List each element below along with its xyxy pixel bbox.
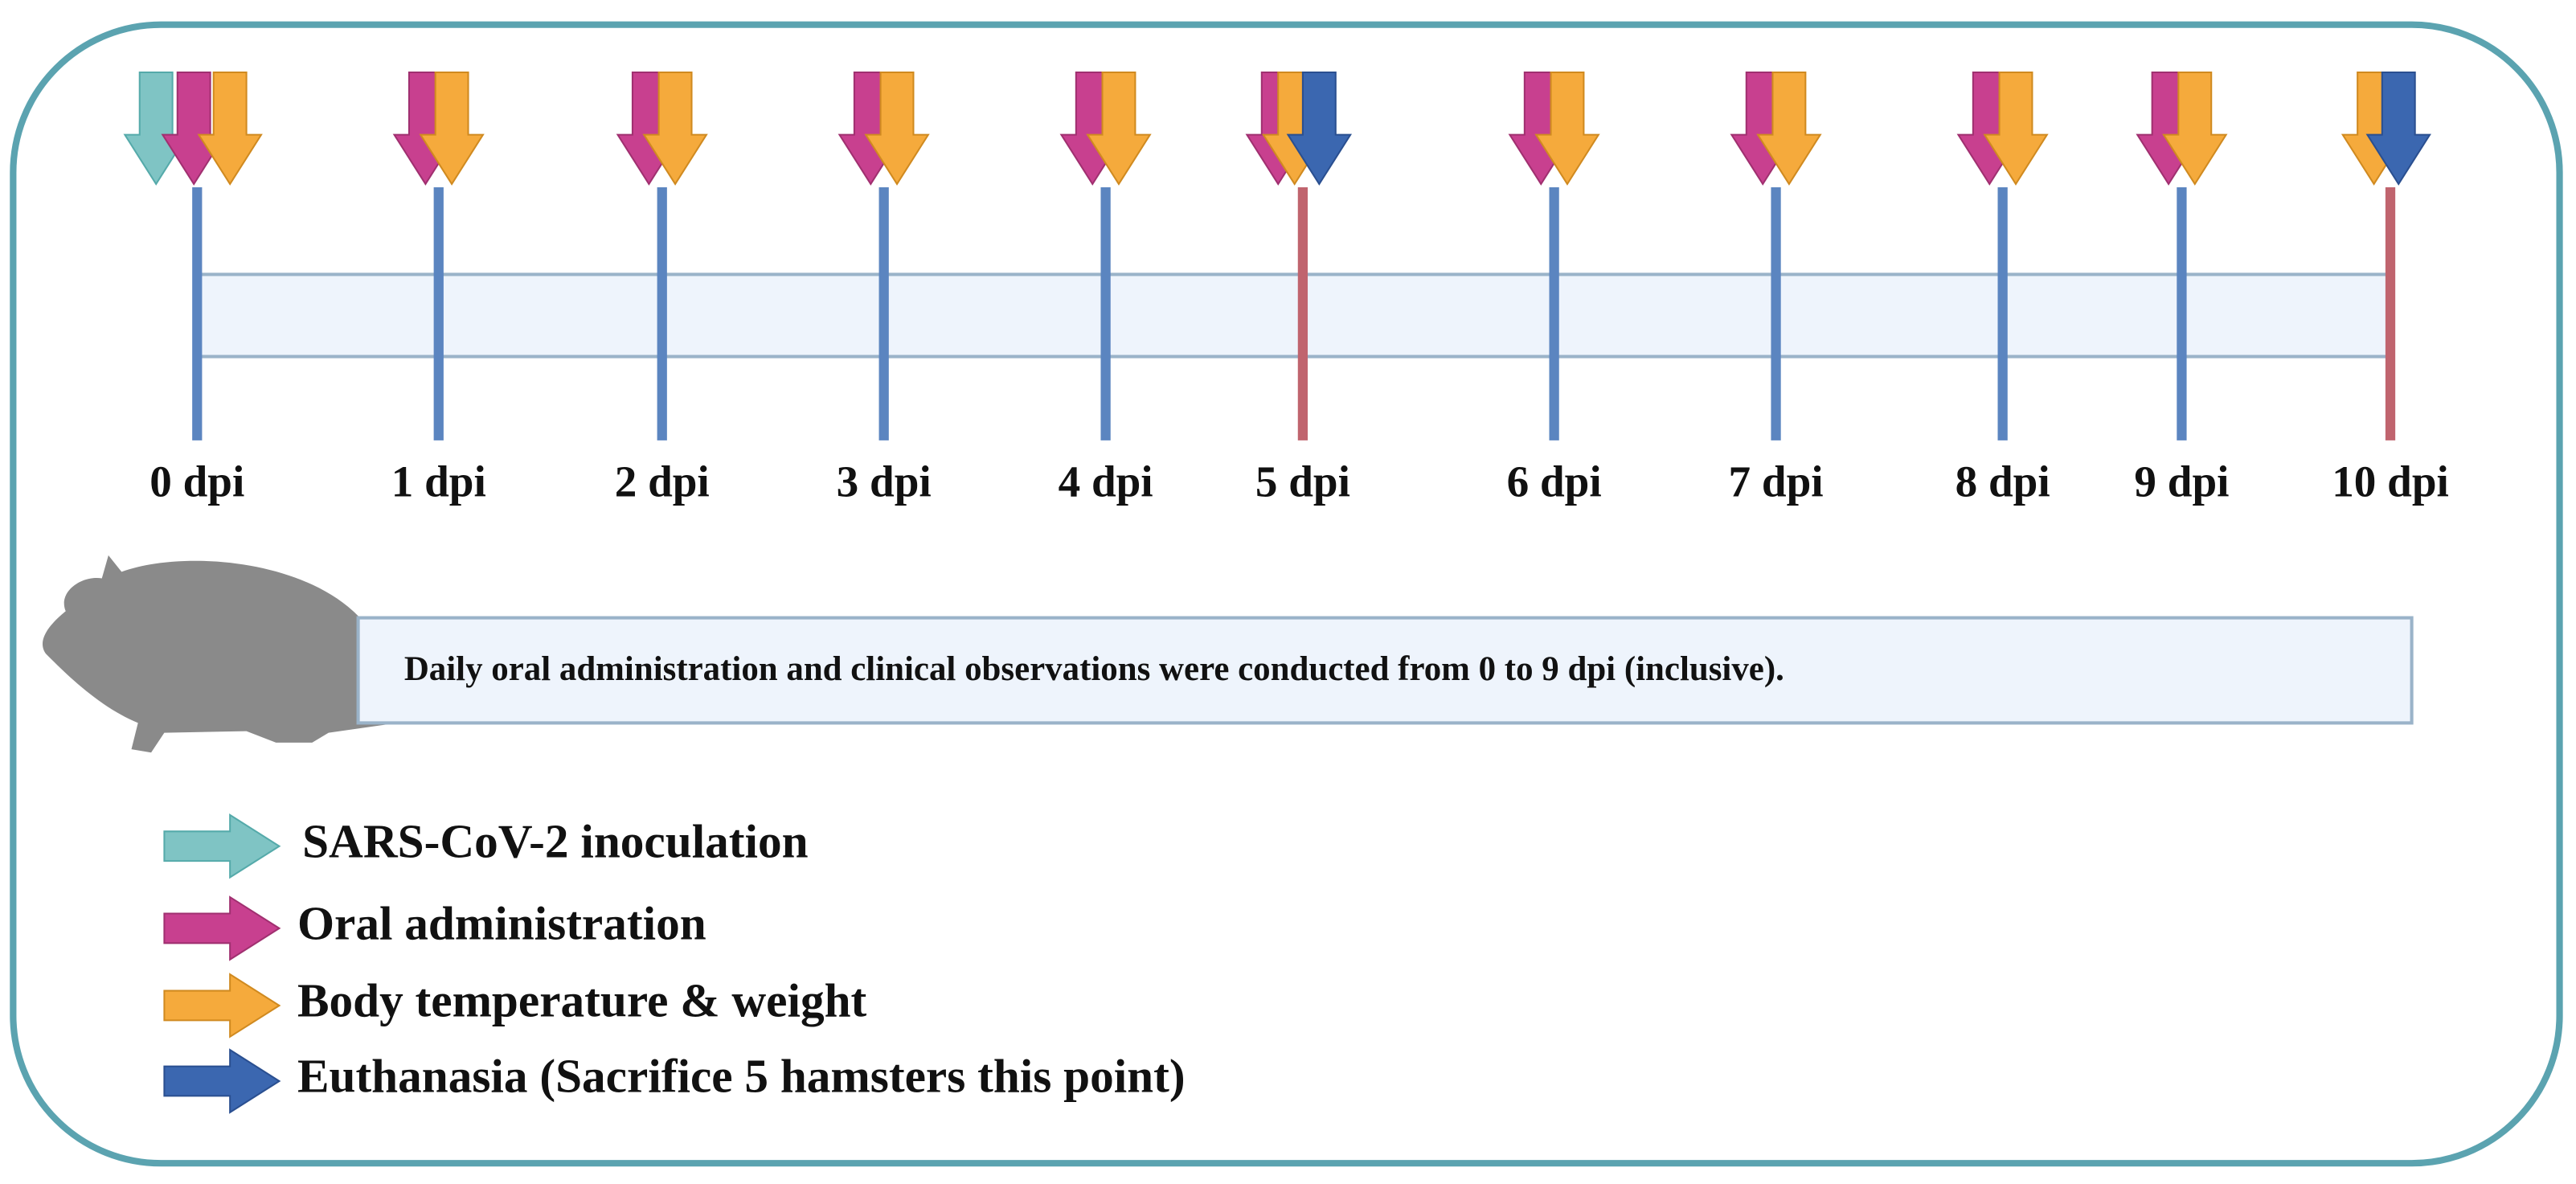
down-arrow [419,71,485,186]
down-arrow [1086,71,1152,186]
timepoint-label: 10 dpi [2332,457,2449,506]
legend-label: Oral administration [297,897,706,950]
down-arrow [161,71,227,186]
timepoint-label: 2 dpi [615,457,710,506]
down-arrow [197,71,263,186]
timepoint-label: 3 dpi [837,457,932,506]
note-box [356,616,2414,725]
legend-arrow [163,813,281,879]
down-arrow [123,71,189,186]
timepoint-label: 9 dpi [2134,457,2229,506]
timeline-band [195,272,2393,358]
timepoint-label: 0 dpi [149,457,244,506]
legend-label: SARS-CoV-2 inoculation [302,814,809,867]
legend-arrow [163,895,281,961]
timepoint-label: 6 dpi [1507,457,1602,506]
down-arrow [2162,71,2228,186]
legend-arrow [163,973,281,1039]
legend-label: Euthanasia (Sacrifice 5 hamsters this po… [297,1050,1186,1103]
timepoint-label: 8 dpi [1956,457,2050,506]
down-arrow [864,71,930,186]
down-arrow [642,71,708,186]
timepoint-label: 5 dpi [1255,457,1350,506]
down-arrow [2365,71,2431,186]
legend-arrow [163,1048,281,1114]
down-arrow [1286,71,1353,186]
timepoint-label: 7 dpi [1729,457,1824,506]
hamster [43,555,399,753]
legend-label: Body temperature & weight [297,974,867,1027]
timepoint-label: 1 dpi [391,457,486,506]
down-arrow [1983,71,2049,186]
timepoint-label: 4 dpi [1059,457,1153,506]
down-arrow [1756,71,1822,186]
note-text: Daily oral administration and clinical o… [404,650,1784,688]
down-arrow [1534,71,1600,186]
